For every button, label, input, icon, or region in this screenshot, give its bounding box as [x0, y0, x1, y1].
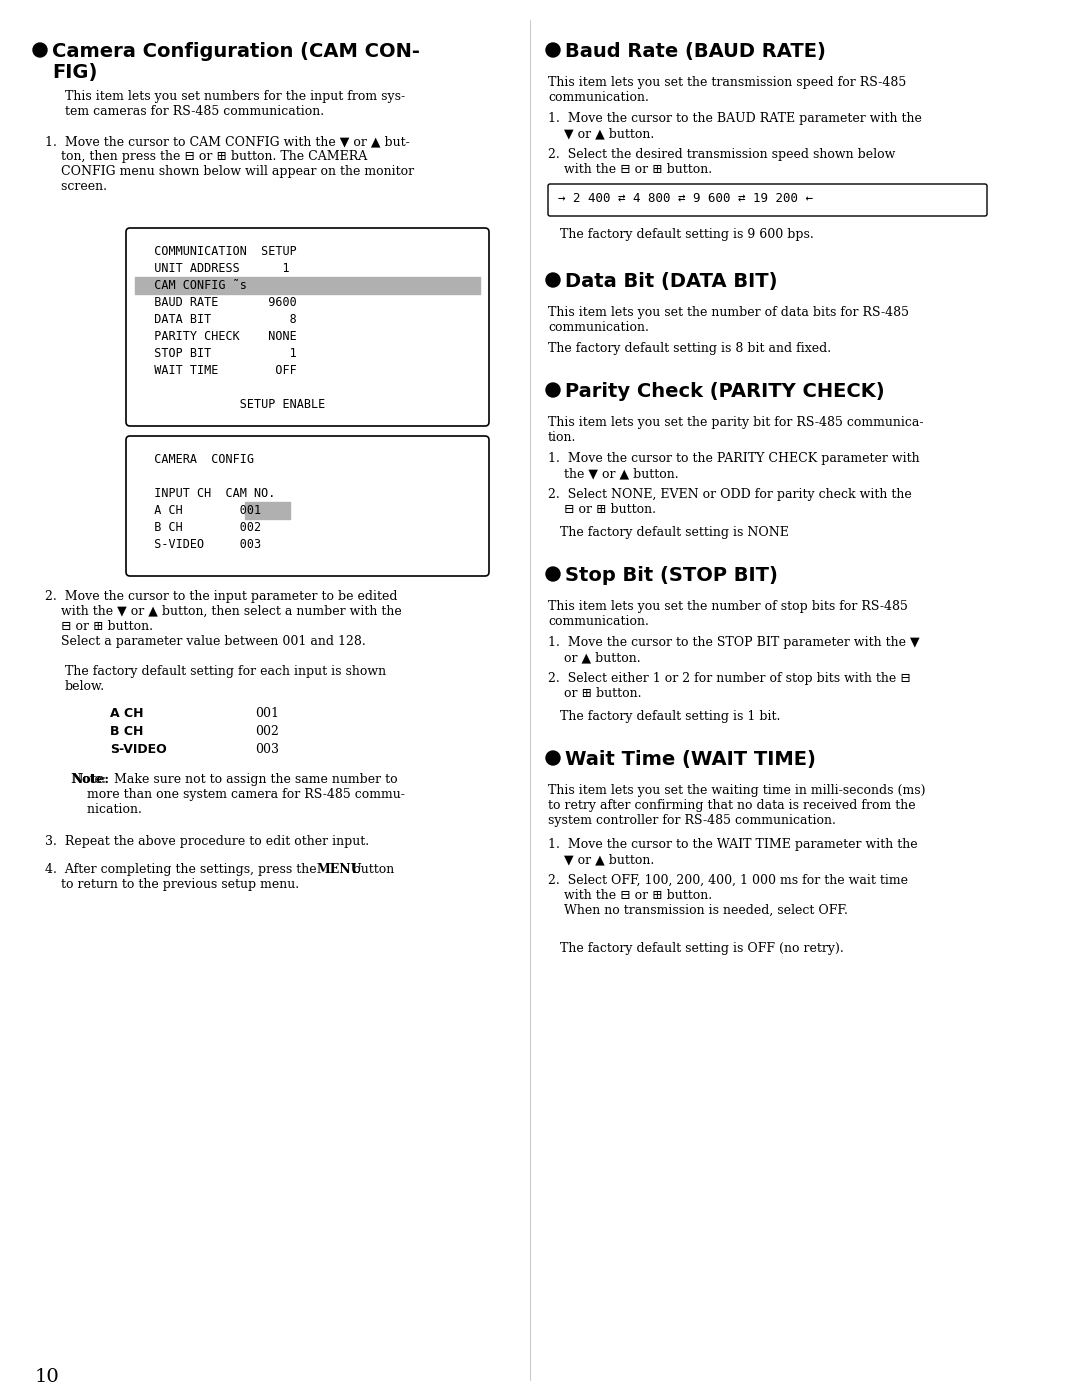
- Text: CAMERA  CONFIG: CAMERA CONFIG: [140, 453, 254, 466]
- Bar: [245, 502, 291, 519]
- Text: Data Bit (DATA BIT): Data Bit (DATA BIT): [565, 271, 778, 291]
- Circle shape: [546, 43, 561, 57]
- Text: 2.  Move the cursor to the input parameter to be edited
    with the ▼ or ▲ butt: 2. Move the cursor to the input paramete…: [45, 590, 402, 648]
- Text: The factory default setting is 8 bit and fixed.: The factory default setting is 8 bit and…: [548, 341, 832, 355]
- Text: PARITY CHECK    NONE: PARITY CHECK NONE: [140, 330, 297, 343]
- Text: Stop Bit (STOP BIT): Stop Bit (STOP BIT): [565, 567, 778, 585]
- Text: BAUD RATE       9600: BAUD RATE 9600: [140, 297, 297, 309]
- Text: SETUP ENABLE: SETUP ENABLE: [140, 397, 325, 411]
- Text: 1.  Move the cursor to the BAUD RATE parameter with the
    ▼ or ▲ button.: 1. Move the cursor to the BAUD RATE para…: [548, 112, 922, 140]
- Text: DATA BIT           8: DATA BIT 8: [140, 313, 297, 326]
- Text: UNIT ADDRESS      1: UNIT ADDRESS 1: [140, 262, 289, 276]
- Text: The factory default setting is 9 600 bps.: The factory default setting is 9 600 bps…: [561, 228, 813, 241]
- Text: S-VIDEO     003: S-VIDEO 003: [140, 539, 261, 551]
- Text: 2.  Select OFF, 100, 200, 400, 1 000 ms for the wait time
    with the ⊟ or ⊞ bu: 2. Select OFF, 100, 200, 400, 1 000 ms f…: [548, 874, 908, 916]
- Text: S-VIDEO: S-VIDEO: [110, 743, 166, 755]
- Text: 10: 10: [35, 1368, 59, 1386]
- Circle shape: [546, 751, 561, 765]
- Text: Note:  Make sure not to assign the same number to
    more than one system camer: Note: Make sure not to assign the same n…: [71, 774, 405, 816]
- Text: This item lets you set the number of data bits for RS-485
communication.: This item lets you set the number of dat…: [548, 306, 909, 334]
- Text: COMMUNICATION  SETUP: COMMUNICATION SETUP: [140, 245, 297, 257]
- Text: MENU: MENU: [318, 863, 363, 876]
- FancyBboxPatch shape: [548, 185, 987, 215]
- Text: 001: 001: [255, 706, 279, 720]
- Circle shape: [33, 43, 48, 57]
- Text: 003: 003: [255, 743, 279, 755]
- Bar: [135, 277, 480, 294]
- Text: B CH        002: B CH 002: [140, 520, 261, 534]
- Text: 2.  Select the desired transmission speed shown below
    with the ⊟ or ⊞ button: 2. Select the desired transmission speed…: [548, 148, 895, 176]
- Text: Note:: Note:: [71, 774, 109, 786]
- Text: This item lets you set the parity bit for RS-485 communica-
tion.: This item lets you set the parity bit fo…: [548, 416, 923, 443]
- Text: 3.  Repeat the above procedure to edit other input.: 3. Repeat the above procedure to edit ot…: [45, 835, 369, 848]
- Text: The factory default setting for each input is shown
below.: The factory default setting for each inp…: [65, 665, 387, 693]
- Text: → 2 400 ⇄ 4 800 ⇄ 9 600 ⇄ 19 200 ←: → 2 400 ⇄ 4 800 ⇄ 9 600 ⇄ 19 200 ←: [558, 192, 813, 206]
- FancyBboxPatch shape: [126, 436, 489, 576]
- Text: 4.  After completing the settings, press the         button
    to return to the: 4. After completing the settings, press …: [45, 863, 394, 891]
- Text: 2.  Select NONE, EVEN or ODD for parity check with the
    ⊟ or ⊞ button.: 2. Select NONE, EVEN or ODD for parity c…: [548, 488, 912, 516]
- Text: FIG): FIG): [52, 63, 97, 83]
- Text: The factory default setting is 1 bit.: The factory default setting is 1 bit.: [561, 711, 781, 723]
- Text: Baud Rate (BAUD RATE): Baud Rate (BAUD RATE): [565, 42, 826, 62]
- Text: 1.  Move the cursor to the PARITY CHECK parameter with
    the ▼ or ▲ button.: 1. Move the cursor to the PARITY CHECK p…: [548, 452, 920, 480]
- FancyBboxPatch shape: [126, 228, 489, 427]
- Text: WAIT TIME        OFF: WAIT TIME OFF: [140, 364, 297, 376]
- Text: 2.  Select either 1 or 2 for number of stop bits with the ⊟
    or ⊞ button.: 2. Select either 1 or 2 for number of st…: [548, 672, 910, 700]
- Text: CAM CONFIG ˜s: CAM CONFIG ˜s: [140, 278, 247, 292]
- Text: This item lets you set the waiting time in milli-seconds (ms)
to retry after con: This item lets you set the waiting time …: [548, 783, 926, 827]
- Text: 1.  Move the cursor to the STOP BIT parameter with the ▼
    or ▲ button.: 1. Move the cursor to the STOP BIT param…: [548, 637, 920, 665]
- Text: Wait Time (WAIT TIME): Wait Time (WAIT TIME): [565, 750, 815, 769]
- Circle shape: [546, 273, 561, 287]
- Text: INPUT CH  CAM NO.: INPUT CH CAM NO.: [140, 487, 275, 499]
- Text: B CH: B CH: [110, 725, 144, 739]
- Text: A CH        001: A CH 001: [140, 504, 261, 518]
- Text: This item lets you set the number of stop bits for RS-485
communication.: This item lets you set the number of sto…: [548, 600, 908, 628]
- Text: 1.  Move the cursor to the WAIT TIME parameter with the
    ▼ or ▲ button.: 1. Move the cursor to the WAIT TIME para…: [548, 838, 918, 866]
- Text: This item lets you set numbers for the input from sys-
tem cameras for RS-485 co: This item lets you set numbers for the i…: [65, 90, 405, 118]
- Text: A CH: A CH: [110, 706, 144, 720]
- Text: 1.  Move the cursor to CAM CONFIG with the ▼ or ▲ but-
    ton, then press the ⊟: 1. Move the cursor to CAM CONFIG with th…: [45, 134, 414, 193]
- Text: Parity Check (PARITY CHECK): Parity Check (PARITY CHECK): [565, 382, 885, 402]
- Text: 002: 002: [255, 725, 279, 739]
- Text: This item lets you set the transmission speed for RS-485
communication.: This item lets you set the transmission …: [548, 76, 906, 104]
- Text: Camera Configuration (CAM CON-: Camera Configuration (CAM CON-: [52, 42, 420, 62]
- Text: STOP BIT           1: STOP BIT 1: [140, 347, 297, 360]
- Circle shape: [546, 383, 561, 397]
- Text: The factory default setting is OFF (no retry).: The factory default setting is OFF (no r…: [561, 942, 843, 956]
- Text: The factory default setting is NONE: The factory default setting is NONE: [561, 526, 788, 539]
- Circle shape: [546, 567, 561, 581]
